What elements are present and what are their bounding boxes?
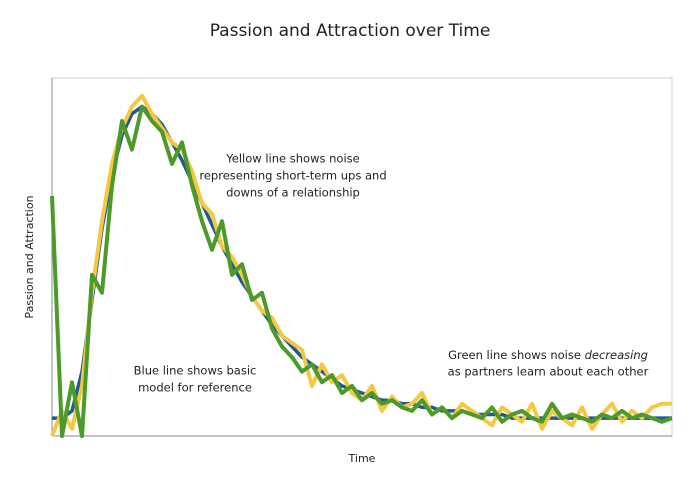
x-axis-label: Time [348, 452, 376, 465]
annotation: as partners learn about each other [448, 365, 649, 379]
annotation: Green line shows noise decreasing [448, 348, 648, 362]
series-line [50, 104, 673, 438]
annotation: Blue line shows basic [134, 364, 257, 378]
annotation: model for reference [138, 381, 252, 395]
y-axis-label: Passion and Attraction [23, 195, 36, 318]
annotation: Yellow line shows noise [225, 152, 359, 166]
annotation: downs of a relationship [226, 186, 360, 200]
chart-title: Passion and Attraction over Time [210, 21, 491, 41]
annotation: representing short-term ups and [199, 169, 386, 183]
annotation-emphasis: decreasing [585, 348, 648, 362]
lines [50, 93, 673, 438]
annotation-part: Green line shows noise [448, 348, 581, 362]
